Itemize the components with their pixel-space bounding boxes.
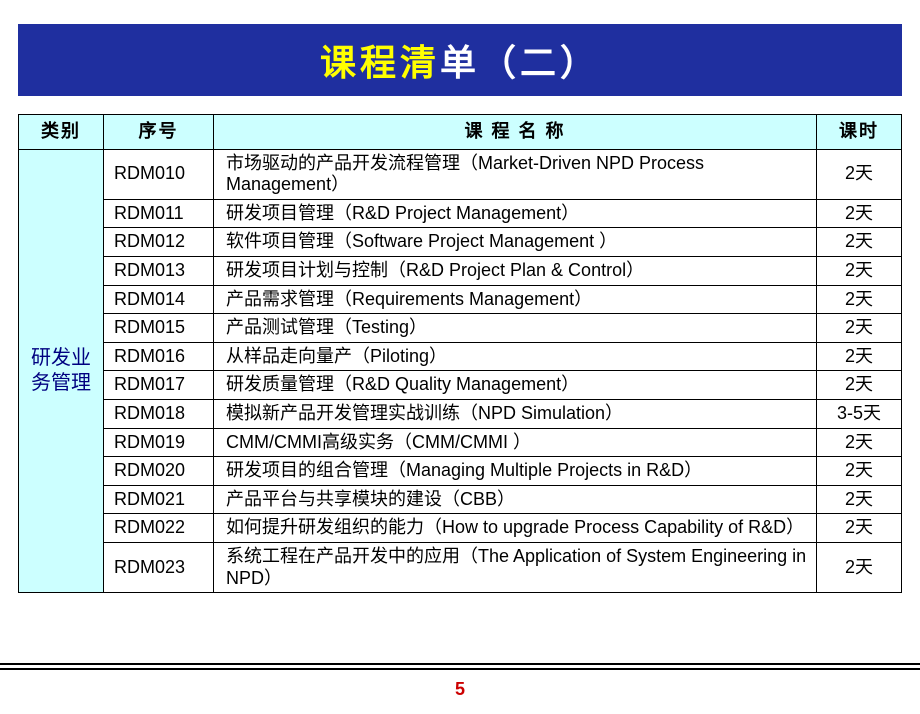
table-row: 研发业务管理RDM010市场驱动的产品开发流程管理（Market-Driven … — [19, 149, 902, 199]
table-row: RDM016从样品走向量产（Piloting）2天 — [19, 342, 902, 371]
table-header-row: 类别 序号 课 程 名 称 课时 — [19, 115, 902, 150]
table-row: RDM023系统工程在产品开发中的应用（The Application of S… — [19, 542, 902, 592]
footer-line — [0, 663, 920, 670]
th-category: 类别 — [19, 115, 104, 150]
course-table: 类别 序号 课 程 名 称 课时 研发业务管理RDM010市场驱动的产品开发流程… — [18, 114, 902, 593]
th-name: 课 程 名 称 — [214, 115, 817, 150]
duration-cell: 2天 — [817, 371, 902, 400]
duration-cell: 2天 — [817, 228, 902, 257]
th-duration: 课时 — [817, 115, 902, 150]
page-title: 课程清单（二） — [320, 34, 600, 86]
code-cell: RDM020 — [104, 457, 214, 486]
name-cell: 市场驱动的产品开发流程管理（Market-Driven NPD Process … — [214, 149, 817, 199]
duration-cell: 2天 — [817, 149, 902, 199]
name-cell: 研发项目的组合管理（Managing Multiple Projects in … — [214, 457, 817, 486]
duration-cell: 3-5天 — [817, 399, 902, 428]
code-cell: RDM017 — [104, 371, 214, 400]
duration-cell: 2天 — [817, 199, 902, 228]
table-body: 研发业务管理RDM010市场驱动的产品开发流程管理（Market-Driven … — [19, 149, 902, 593]
code-cell: RDM013 — [104, 256, 214, 285]
course-table-wrap: 类别 序号 课 程 名 称 课时 研发业务管理RDM010市场驱动的产品开发流程… — [18, 114, 902, 593]
title-banner: 课程清单（二） — [18, 24, 902, 96]
name-cell: 如何提升研发组织的能力（How to upgrade Process Capab… — [214, 514, 817, 543]
th-code: 序号 — [104, 115, 214, 150]
name-cell: 模拟新产品开发管理实战训练（NPD Simulation） — [214, 399, 817, 428]
name-cell: 研发项目管理（R&D Project Management） — [214, 199, 817, 228]
table-row: RDM020研发项目的组合管理（Managing Multiple Projec… — [19, 457, 902, 486]
name-cell: CMM/CMMI高级实务（CMM/CMMI ） — [214, 428, 817, 457]
duration-cell: 2天 — [817, 514, 902, 543]
name-cell: 产品平台与共享模块的建设（CBB） — [214, 485, 817, 514]
code-cell: RDM010 — [104, 149, 214, 199]
code-cell: RDM021 — [104, 485, 214, 514]
name-cell: 研发项目计划与控制（R&D Project Plan & Control） — [214, 256, 817, 285]
duration-cell: 2天 — [817, 485, 902, 514]
table-row: RDM019CMM/CMMI高级实务（CMM/CMMI ）2天 — [19, 428, 902, 457]
duration-cell: 2天 — [817, 428, 902, 457]
table-row: RDM011研发项目管理（R&D Project Management）2天 — [19, 199, 902, 228]
code-cell: RDM012 — [104, 228, 214, 257]
duration-cell: 2天 — [817, 285, 902, 314]
code-cell: RDM016 — [104, 342, 214, 371]
code-cell: RDM022 — [104, 514, 214, 543]
name-cell: 产品测试管理（Testing） — [214, 314, 817, 343]
code-cell: RDM023 — [104, 542, 214, 592]
duration-cell: 2天 — [817, 457, 902, 486]
title-seg-b: 单（二） — [440, 42, 600, 83]
name-cell: 研发质量管理（R&D Quality Management） — [214, 371, 817, 400]
name-cell: 从样品走向量产（Piloting） — [214, 342, 817, 371]
duration-cell: 2天 — [817, 342, 902, 371]
table-row: RDM017研发质量管理（R&D Quality Management）2天 — [19, 371, 902, 400]
table-row: RDM015产品测试管理（Testing）2天 — [19, 314, 902, 343]
code-cell: RDM011 — [104, 199, 214, 228]
table-row: RDM018模拟新产品开发管理实战训练（NPD Simulation）3-5天 — [19, 399, 902, 428]
duration-cell: 2天 — [817, 542, 902, 592]
table-row: RDM012软件项目管理（Software Project Management… — [19, 228, 902, 257]
table-row: RDM021产品平台与共享模块的建设（CBB）2天 — [19, 485, 902, 514]
table-row: RDM014产品需求管理（Requirements Management）2天 — [19, 285, 902, 314]
code-cell: RDM019 — [104, 428, 214, 457]
table-row: RDM022如何提升研发组织的能力（How to upgrade Process… — [19, 514, 902, 543]
name-cell: 软件项目管理（Software Project Management ） — [214, 228, 817, 257]
duration-cell: 2天 — [817, 256, 902, 285]
name-cell: 系统工程在产品开发中的应用（The Application of System … — [214, 542, 817, 592]
title-seg-a: 课程清 — [320, 42, 440, 83]
duration-cell: 2天 — [817, 314, 902, 343]
table-row: RDM013研发项目计划与控制（R&D Project Plan & Contr… — [19, 256, 902, 285]
code-cell: RDM015 — [104, 314, 214, 343]
category-cell: 研发业务管理 — [19, 149, 104, 593]
code-cell: RDM018 — [104, 399, 214, 428]
code-cell: RDM014 — [104, 285, 214, 314]
name-cell: 产品需求管理（Requirements Management） — [214, 285, 817, 314]
